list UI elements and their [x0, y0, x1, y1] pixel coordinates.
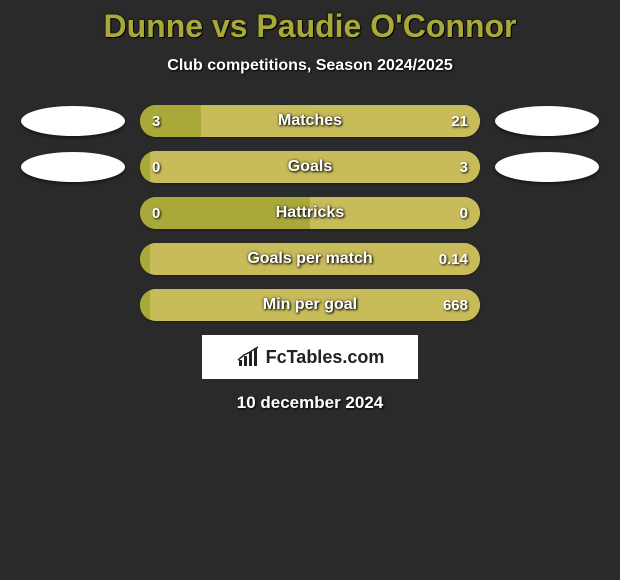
- stat-label: Hattricks: [140, 197, 480, 229]
- stat-bar: Hattricks0 0: [140, 197, 480, 229]
- stat-bar: Min per goal668: [140, 289, 480, 321]
- left-value: [140, 243, 164, 275]
- left-value: 0: [140, 197, 172, 229]
- left-value: [140, 289, 164, 321]
- right-value: 0.14: [427, 243, 480, 275]
- stat-bar: Goals per match0.14: [140, 243, 480, 275]
- stat-label: Goals: [140, 151, 480, 183]
- left-value: 3: [140, 105, 172, 137]
- stat-row: Hattricks0 0: [0, 197, 620, 229]
- left-bubble: [18, 105, 128, 137]
- right-value: 3: [448, 151, 480, 183]
- stat-bar: Goals0 3: [140, 151, 480, 183]
- bars-container: Matches321Goals03Hattricks00Goals per ma…: [0, 105, 620, 321]
- chart-icon: [236, 346, 262, 368]
- date-label: 10 december 2024: [0, 393, 620, 413]
- stat-label: Matches: [140, 105, 480, 137]
- right-value: 668: [431, 289, 480, 321]
- brand-label: FcTables.com: [266, 347, 385, 368]
- stat-row: Goals per match0.14: [0, 243, 620, 275]
- right-bubble: [492, 105, 602, 137]
- brand-box[interactable]: FcTables.com: [202, 335, 418, 379]
- left-bubble: [18, 151, 128, 183]
- stat-row: Goals0 3: [0, 151, 620, 183]
- stat-row: Min per goal668: [0, 289, 620, 321]
- left-value: 0: [140, 151, 172, 183]
- stat-bar: Matches3 21: [140, 105, 480, 137]
- subtitle: Club competitions, Season 2024/2025: [0, 57, 620, 75]
- comparison-infographic: Dunne vs Paudie O'Connor Club competitio…: [0, 0, 620, 413]
- stat-row: Matches3 21: [0, 105, 620, 137]
- right-value: 21: [439, 105, 480, 137]
- page-title: Dunne vs Paudie O'Connor: [0, 8, 620, 45]
- right-value: 0: [448, 197, 480, 229]
- right-bubble: [492, 151, 602, 183]
- stat-label: Min per goal: [140, 289, 480, 321]
